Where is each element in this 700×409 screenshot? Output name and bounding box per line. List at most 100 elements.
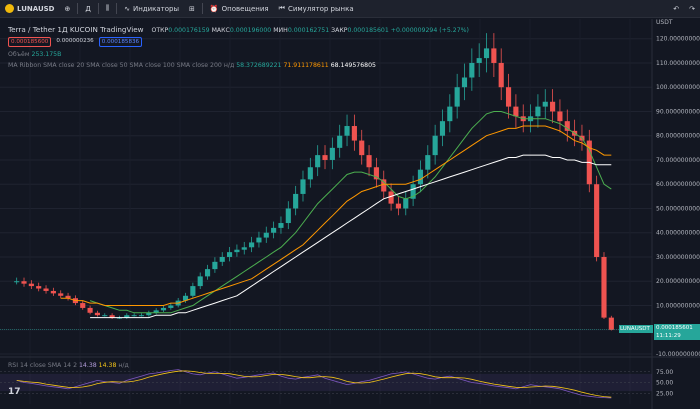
candle-body xyxy=(513,106,519,117)
candle-body xyxy=(594,184,600,257)
buy-button[interactable]: 0.000185836 xyxy=(98,37,143,47)
layouts-button[interactable]: ⊞ xyxy=(184,0,200,18)
price-tick-label: 60.000000000 xyxy=(656,181,700,188)
series-title: Terra / Tether 1Д KUCOIN TradingView xyxy=(8,25,144,34)
candle-body xyxy=(476,58,482,63)
price-tick-label: 70.000000000 xyxy=(656,157,700,164)
spread-value: 0.000000236 xyxy=(56,38,94,44)
low-value: 0.000162751 xyxy=(287,27,330,34)
price-tick-label: 120.000000000 xyxy=(656,36,700,43)
alerts-button[interactable]: ⏰ Оповещения xyxy=(205,0,274,18)
tradingview-logo: 17 xyxy=(8,387,21,397)
candle-body xyxy=(439,121,446,136)
candle-body xyxy=(249,242,255,248)
ma-line xyxy=(89,111,612,314)
candle-body xyxy=(447,106,453,122)
redo-button[interactable]: ↷ xyxy=(684,0,700,18)
candle-body xyxy=(425,155,431,170)
ma-50-value: 58.372689221 xyxy=(236,62,282,69)
candle-body xyxy=(366,155,372,168)
symbol-search[interactable]: LUNAUSD xyxy=(0,0,60,18)
chart-area[interactable]: 75.00 50.00 25.00 120.000000000 110.0000000… xyxy=(0,19,700,409)
candle-body xyxy=(14,281,20,283)
candle-body xyxy=(373,167,379,180)
candle-body xyxy=(168,305,174,308)
candle-body xyxy=(550,101,556,112)
rsi-label: RSI 14 close SMA 14 2 xyxy=(8,362,78,369)
currency-label: USDT xyxy=(656,19,673,26)
close-label: ЗАКР xyxy=(331,27,348,34)
bar-countdown: 11:11:29 xyxy=(656,333,681,339)
candle-body xyxy=(65,295,71,299)
candle-body xyxy=(190,286,196,296)
candle-body xyxy=(102,315,108,317)
candle-body xyxy=(557,111,563,122)
undo-icon: ↶ xyxy=(673,4,680,13)
candle-body xyxy=(212,261,218,270)
candle-body xyxy=(241,247,247,250)
price-axis: 120.000000000 110.000000000 100.000000000 9… xyxy=(656,19,700,358)
indicators-label: Индикаторы xyxy=(132,4,180,13)
candles xyxy=(14,33,614,331)
candle-body xyxy=(153,310,159,313)
price-tick-label: 50.000000000 xyxy=(656,205,700,212)
rsi-tick-label: 25.00 xyxy=(656,390,673,397)
replay-label: Симулятор рынка xyxy=(287,4,354,13)
price-tick-label: 10.000000000 xyxy=(656,302,700,309)
open-value: 0.000176159 xyxy=(168,27,210,34)
candle-body xyxy=(285,208,291,224)
compare-button[interactable]: ⊕ xyxy=(60,0,76,18)
candle-body xyxy=(469,62,475,78)
symbol-price-tag: LUNAUSDT xyxy=(619,325,653,333)
replay-button[interactable]: ⏮ Симулятор рынка xyxy=(274,0,359,18)
ma-legend: MA Ribbon SMA close 20 SMA close 50 SMA … xyxy=(8,62,376,69)
candle-body xyxy=(116,317,123,319)
candle-body xyxy=(80,303,86,308)
chart-type-button[interactable]: ⫼ xyxy=(101,0,114,18)
candle-body xyxy=(138,315,145,317)
ma-line xyxy=(60,125,612,306)
candle-body xyxy=(109,315,115,318)
interval-button[interactable]: Д xyxy=(80,0,95,18)
grid-icon: ⊞ xyxy=(189,4,195,13)
candle-body xyxy=(307,167,313,180)
candle-body xyxy=(381,179,387,192)
price-chart[interactable]: 75.00 50.00 25.00 120.000000000 110.0000000… xyxy=(0,19,700,409)
rsi-na-value: н/д xyxy=(118,362,129,369)
undo-button[interactable]: ↶ xyxy=(668,0,684,18)
open-label: ОТКР xyxy=(151,27,169,34)
toolbar-right: ↶ ↷ xyxy=(668,0,700,18)
price-tick-label: 40.000000000 xyxy=(656,230,700,237)
alerts-label: Оповещения xyxy=(221,4,269,13)
rsi-tick-label: 50.00 xyxy=(656,380,673,387)
candle-body xyxy=(403,198,409,209)
price-tick-label: 80.000000000 xyxy=(656,133,700,140)
rsi-sma-line xyxy=(16,370,612,398)
candle-body xyxy=(256,237,262,243)
candle-body xyxy=(329,147,335,160)
candle-body xyxy=(344,126,350,136)
candle-body xyxy=(351,126,357,141)
candle-body xyxy=(454,87,460,107)
candle-body xyxy=(160,307,167,311)
rsi-legend: RSI 14 close SMA 14 2 14.38 14.38 н/д xyxy=(8,362,129,369)
candle-body xyxy=(43,288,49,291)
high-value: 0.000196000 xyxy=(229,27,272,34)
sell-button[interactable]: 0.000185600 xyxy=(8,37,52,47)
price-tick-label: 20.000000000 xyxy=(656,278,700,285)
indicators-button[interactable]: ∿ Индикаторы xyxy=(119,0,184,18)
series-legend: Terra / Tether 1Д KUCOIN TradingView ОТК… xyxy=(8,25,469,34)
candle-body xyxy=(410,184,416,199)
candle-body xyxy=(263,232,269,238)
candle-body xyxy=(601,256,607,318)
candle-body xyxy=(417,169,424,185)
candle-body xyxy=(94,312,100,316)
candle-body xyxy=(322,155,328,160)
ma-100-value: 71.911178611 xyxy=(283,62,329,69)
volume-legend: Объём 253.175B xyxy=(8,51,61,58)
last-price-tag: 0.000185601 11:11:29 xyxy=(654,324,700,340)
candle-body xyxy=(21,281,27,284)
candle-body xyxy=(564,121,570,131)
candle-body xyxy=(542,101,548,107)
volume-value: 253.175B xyxy=(31,51,62,58)
